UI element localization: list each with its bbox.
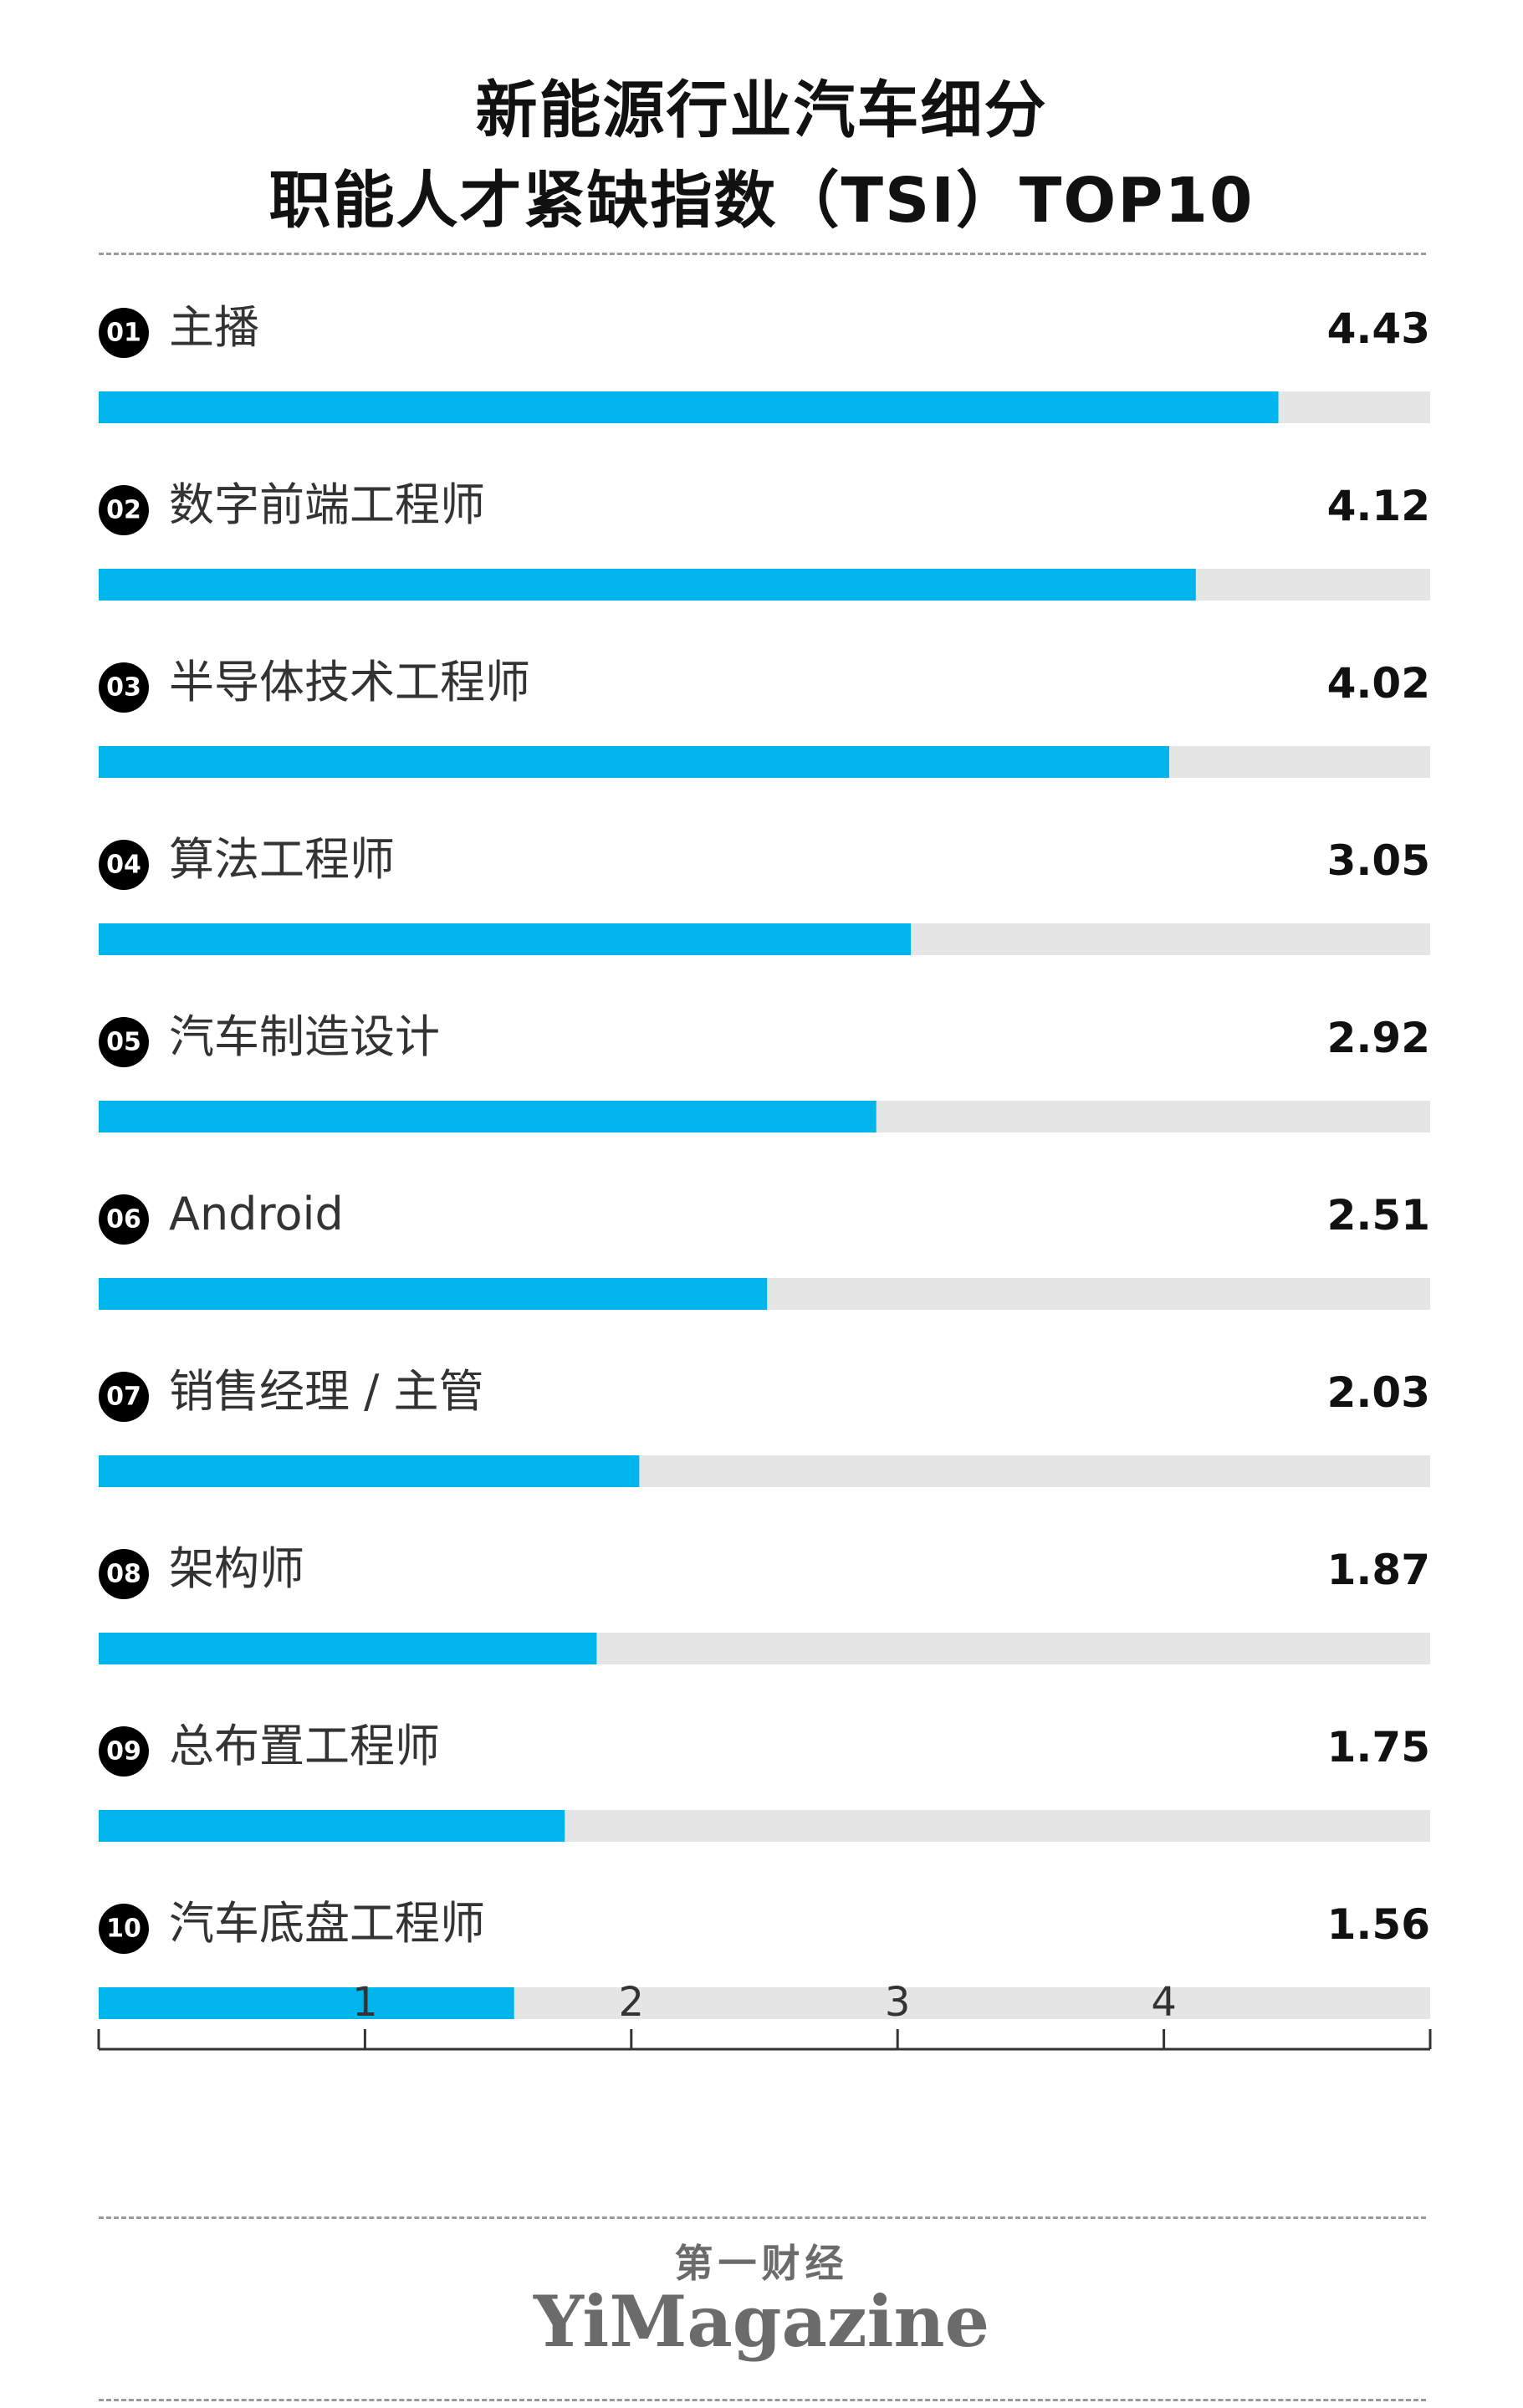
rank-badge xyxy=(99,1372,149,1422)
rank-number: 02 xyxy=(106,496,141,525)
bar xyxy=(99,391,1279,423)
chart-title-line2: 职能人才紧缺指数（TSI）TOP10 xyxy=(268,165,1255,237)
bar xyxy=(99,1633,597,1664)
bar xyxy=(99,1101,876,1132)
rank-badge xyxy=(99,485,149,535)
value-label: 1.56 xyxy=(1327,1900,1430,1949)
bar xyxy=(99,1455,640,1487)
bar xyxy=(99,569,1196,601)
x-tick-label: 3 xyxy=(885,1979,911,2026)
rank-badge xyxy=(99,1904,149,1954)
value-label: 4.02 xyxy=(1327,659,1430,708)
bar xyxy=(99,1987,514,2019)
rank-badge xyxy=(99,1726,149,1777)
value-label: 2.51 xyxy=(1327,1191,1430,1240)
rank-number: 06 xyxy=(106,1205,141,1235)
bar-chart: 01 主播 4.43 02 数字前端工程师 4.12 03 半导体技术工程师 4.02 04 算法工… xyxy=(97,301,1432,2051)
value-label: 2.92 xyxy=(1327,1014,1430,1062)
rank-number: 04 xyxy=(106,851,141,880)
footer-divider xyxy=(99,2399,1426,2401)
value-label: 4.12 xyxy=(1327,482,1430,530)
category-label: 架构师 xyxy=(169,1542,304,1595)
value-label: 2.03 xyxy=(1327,1368,1430,1417)
bar xyxy=(99,1278,768,1310)
category-label: 半导体技术工程师 xyxy=(169,656,530,708)
x-tick-label: 2 xyxy=(619,1979,645,2026)
rank-badge xyxy=(99,1017,149,1067)
category-label: 销售经理 / 主管 xyxy=(169,1365,484,1418)
category-label: 数字前端工程师 xyxy=(169,478,485,531)
value-label: 1.75 xyxy=(1327,1723,1430,1771)
value-label: 1.87 xyxy=(1327,1546,1430,1594)
rank-number: 05 xyxy=(106,1028,141,1057)
chart-title-line1: 新能源行业汽车细分 xyxy=(475,74,1048,146)
bar xyxy=(99,923,912,955)
rank-number: 01 xyxy=(106,319,141,348)
rank-badge xyxy=(99,840,149,890)
top-divider xyxy=(99,253,1426,255)
rank-number: 03 xyxy=(106,673,141,703)
x-tick-label: 4 xyxy=(1151,1979,1177,2026)
bar xyxy=(99,746,1169,778)
rank-number: 07 xyxy=(106,1383,141,1412)
rank-badge xyxy=(99,1194,149,1245)
category-label: 汽车底盘工程师 xyxy=(169,1897,485,1950)
brand-logo: YiMagazine xyxy=(533,2280,990,2363)
rank-number: 08 xyxy=(106,1560,141,1589)
category-label: 汽车制造设计 xyxy=(169,1010,440,1063)
rank-number: 10 xyxy=(106,1915,141,1944)
category-label: 算法工程师 xyxy=(169,833,395,886)
rank-badge xyxy=(99,662,149,713)
category-label: Android xyxy=(169,1188,344,1240)
bottom-divider xyxy=(99,2216,1426,2219)
category-label: 主播 xyxy=(169,301,259,354)
value-label: 4.43 xyxy=(1327,304,1430,353)
x-tick-label: 1 xyxy=(352,1979,378,2026)
brand-name-cn: 第一财经 xyxy=(674,2241,849,2286)
bar xyxy=(99,1810,565,1842)
rank-badge xyxy=(99,308,149,358)
rank-number: 09 xyxy=(106,1737,141,1766)
value-label: 3.05 xyxy=(1327,836,1430,885)
category-label: 总布置工程师 xyxy=(169,1720,440,1772)
rank-badge xyxy=(99,1549,149,1599)
